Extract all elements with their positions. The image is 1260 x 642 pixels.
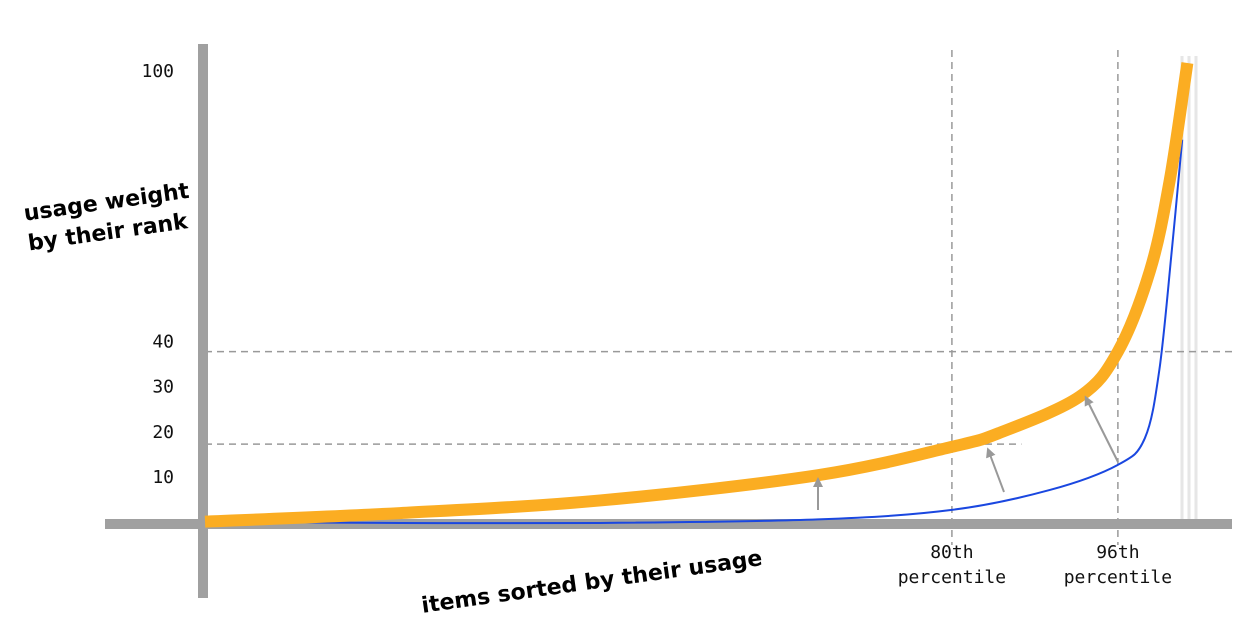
arrow bbox=[1084, 395, 1119, 463]
y-tick-label: 40 bbox=[152, 332, 174, 353]
arrows bbox=[813, 395, 1119, 510]
series bbox=[204, 62, 1194, 528]
arrow bbox=[986, 447, 1005, 493]
y-tick-label: 100 bbox=[141, 61, 174, 82]
curve bbox=[204, 62, 1194, 528]
y-tick-label: 30 bbox=[152, 377, 174, 398]
curve bbox=[204, 139, 1184, 525]
guides bbox=[205, 50, 1232, 545]
y-tick-label: 10 bbox=[152, 467, 174, 488]
x-tick-label: 80th percentile bbox=[897, 542, 1007, 588]
x-tick-label: 96th percentile bbox=[1063, 542, 1173, 588]
y-tick-label: 20 bbox=[152, 422, 174, 443]
